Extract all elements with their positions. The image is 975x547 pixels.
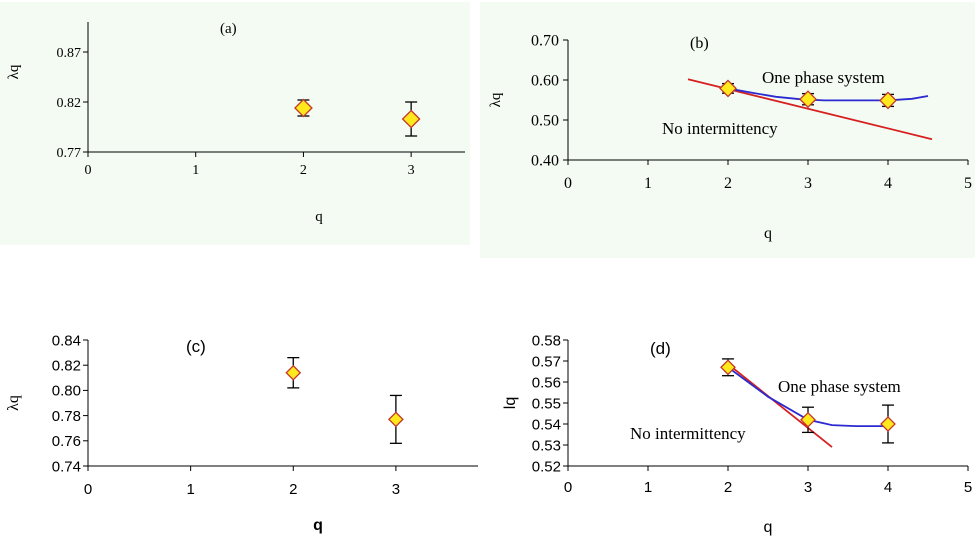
- panel-b-y-tick-label: 0.50: [531, 113, 559, 130]
- panel-c-data-point: [285, 364, 302, 381]
- panel-b-x-tick-label: 4: [884, 175, 892, 192]
- panel-b-x-tick-label: 0: [564, 175, 572, 192]
- panel-b-y-tick-label: 0.60: [531, 73, 559, 90]
- panel-a-y-axis-label: λq: [6, 64, 22, 79]
- panel-b-annotation-one-phase: One phase system: [762, 68, 885, 87]
- panel-b-data-point: [719, 79, 737, 98]
- panel-a-label: (a): [220, 21, 237, 37]
- panel-b-annotation-no-intermittency: No intermittency: [662, 119, 778, 138]
- panel-a-data-point: [401, 109, 421, 129]
- panel-d-x-tick-label: 1: [644, 479, 652, 496]
- panel-c-y-tick-label: 0.84: [52, 332, 81, 349]
- panel-c: 0 1 2 3 0.74 0.76 0.78 0.80 0.82 0.84 (c) q λq: [5, 332, 478, 534]
- panel-d-fit-line-2: [727, 366, 888, 428]
- panel-c-x-tick-label: 1: [186, 481, 194, 498]
- panel-a-x-tick-label: 0: [85, 163, 92, 178]
- panel-d-y-tick-label: 0.54: [532, 416, 561, 433]
- panel-d-label: (d): [650, 339, 671, 358]
- panel-b: 0 1 2 3 4 5 0.40 0.50 0.60 0.70 (b) One phase sys…: [488, 33, 972, 242]
- panel-b-label: (b): [690, 35, 709, 52]
- panel-d-data-point: [720, 359, 736, 376]
- panel-b-fit-line-2: [727, 87, 929, 102]
- panel-d-y-tick-label: 0.53: [532, 437, 561, 454]
- panel-c-x-tick-label: 0: [84, 481, 92, 498]
- panel-b-data-point: [799, 90, 817, 109]
- panel-d-data-point: [800, 411, 816, 428]
- panel-a-x-tick-label: 1: [192, 163, 199, 178]
- panel-b-x-tick-label: 5: [964, 175, 972, 192]
- panel-c-y-tick-label: 0.82: [52, 357, 81, 374]
- panel-a-background: [0, 2, 470, 245]
- panel-a-x-tick-label: 3: [408, 163, 415, 178]
- panel-c-x-tick-label: 2: [289, 481, 297, 498]
- panel-b-y-axis-label: λq: [488, 92, 504, 107]
- panel-d-y-axis-label: lq: [502, 397, 519, 409]
- panel-b-y-tick-label: 0.40: [531, 153, 559, 170]
- panel-b-x-tick-label: 3: [804, 175, 812, 192]
- panel-b-y-tick-label: 0.70: [531, 33, 559, 50]
- panel-d-x-tick-label: 4: [884, 479, 892, 496]
- panel-d-y-tick-label: 0.55: [532, 395, 561, 412]
- panel-c-y-tick-label: 0.78: [52, 408, 81, 425]
- panel-c-data-point: [387, 411, 404, 428]
- panel-c-y-tick-label: 0.80: [52, 383, 81, 400]
- panel-b-x-axis-label: q: [764, 225, 772, 242]
- panel-d-data-point: [880, 416, 896, 432]
- panel-c-x-axis-label: q: [313, 517, 323, 534]
- panel-a-x-tick-label: 2: [300, 163, 307, 178]
- panel-d-x-tick-label: 0: [564, 479, 572, 496]
- panel-c-y-axis-label: λq: [5, 395, 22, 411]
- panel-d-annotation-one-phase: One phase system: [778, 377, 901, 396]
- panel-c-x-tick-label: 3: [392, 481, 400, 498]
- panel-a-y-tick-label: 0.87: [57, 46, 82, 61]
- panel-a-y-tick-label: 0.77: [57, 146, 82, 161]
- panel-a-data-point: [294, 98, 313, 118]
- panel-d-x-tick-label: 2: [724, 479, 732, 496]
- panel-d: 0 1 2 3 4 5 0.52 0.53 0.54 0.55 0.56 0.57 0.58 (d) O…: [502, 332, 972, 536]
- panel-b-x-tick-label: 1: [644, 175, 652, 192]
- panel-a: 0 1 2 3 0.77 0.82 0.87 (a) q λq: [6, 21, 465, 225]
- panel-a-x-axis-label: q: [315, 209, 323, 225]
- panel-c-y-tick-label: 0.76: [52, 433, 81, 450]
- panel-c-y-tick-label: 0.74: [52, 458, 81, 475]
- panel-c-label: (c): [186, 337, 206, 356]
- panel-d-y-tick-label: 0.57: [532, 353, 561, 370]
- panel-d-annotation-no-intermittency: No intermittency: [630, 424, 746, 443]
- panel-b-x-tick-label: 2: [724, 175, 732, 192]
- panel-d-y-tick-label: 0.58: [532, 332, 561, 349]
- panel-b-data-point: [879, 91, 897, 110]
- panel-d-fit-line-1: [727, 363, 833, 448]
- panel-d-y-tick-label: 0.52: [532, 458, 561, 475]
- panel-d-x-tick-label: 5: [964, 479, 972, 496]
- panel-d-y-tick-label: 0.56: [532, 374, 561, 391]
- panel-d-x-axis-label: q: [764, 519, 773, 536]
- panel-a-y-tick-label: 0.82: [57, 96, 82, 111]
- panel-d-x-tick-label: 3: [804, 479, 812, 496]
